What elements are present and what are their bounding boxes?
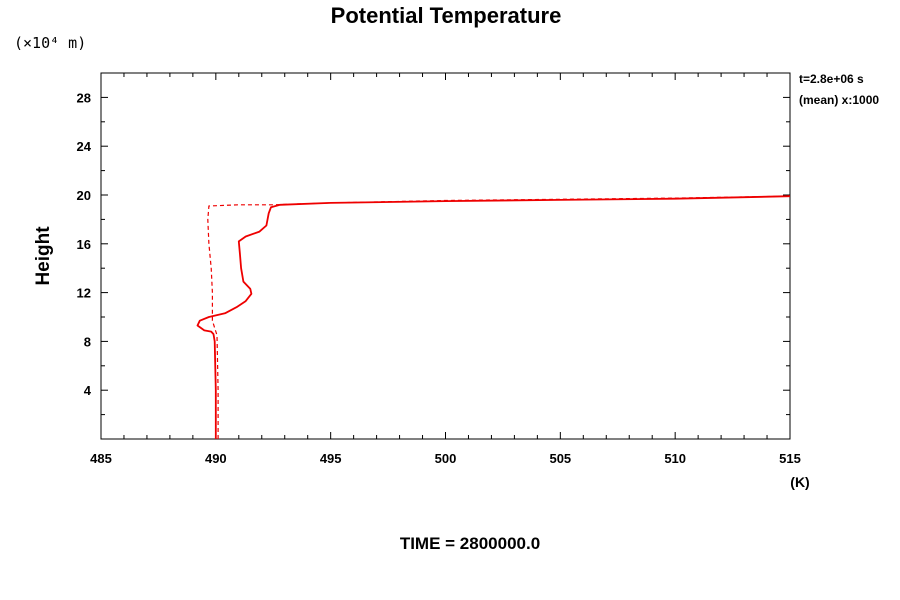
time-footer: TIME = 2800000.0 <box>400 534 540 553</box>
axis-ticks <box>100 73 791 439</box>
x-tick-label: 505 <box>549 451 571 466</box>
series-line-solid <box>196 195 791 439</box>
x-tick-labels: 485 490 495 500 505 510 515 <box>90 451 801 466</box>
y-tick-label: 12 <box>77 286 91 301</box>
x-axis-unit: (K) <box>790 474 809 490</box>
y-tick-label: 16 <box>77 237 91 252</box>
y-axis-label: Height <box>33 226 54 286</box>
time-annotation: t=2.8e+06 s <box>799 72 864 86</box>
x-tick-label: 495 <box>320 451 342 466</box>
plot-frame <box>100 72 791 440</box>
y-tick-label: 20 <box>77 188 91 203</box>
y-tick-labels: 4 8 12 16 20 24 28 <box>77 90 92 398</box>
y-tick-label: 24 <box>77 139 92 154</box>
x-tick-label: 515 <box>779 451 801 466</box>
x-tick-label: 485 <box>90 451 112 466</box>
series-group <box>196 195 791 439</box>
mean-annotation: (mean) x:1000 <box>799 93 879 107</box>
y-tick-label: 8 <box>84 334 91 349</box>
y-axis-unit: (×10⁴ m) <box>14 34 86 52</box>
chart-title: Potential Temperature <box>331 3 562 28</box>
y-tick-label: 4 <box>84 383 92 398</box>
series-line-dashed <box>207 195 791 439</box>
x-tick-label: 500 <box>435 451 457 466</box>
x-tick-label: 510 <box>664 451 686 466</box>
y-tick-label: 28 <box>77 90 91 105</box>
x-tick-label: 490 <box>205 451 227 466</box>
